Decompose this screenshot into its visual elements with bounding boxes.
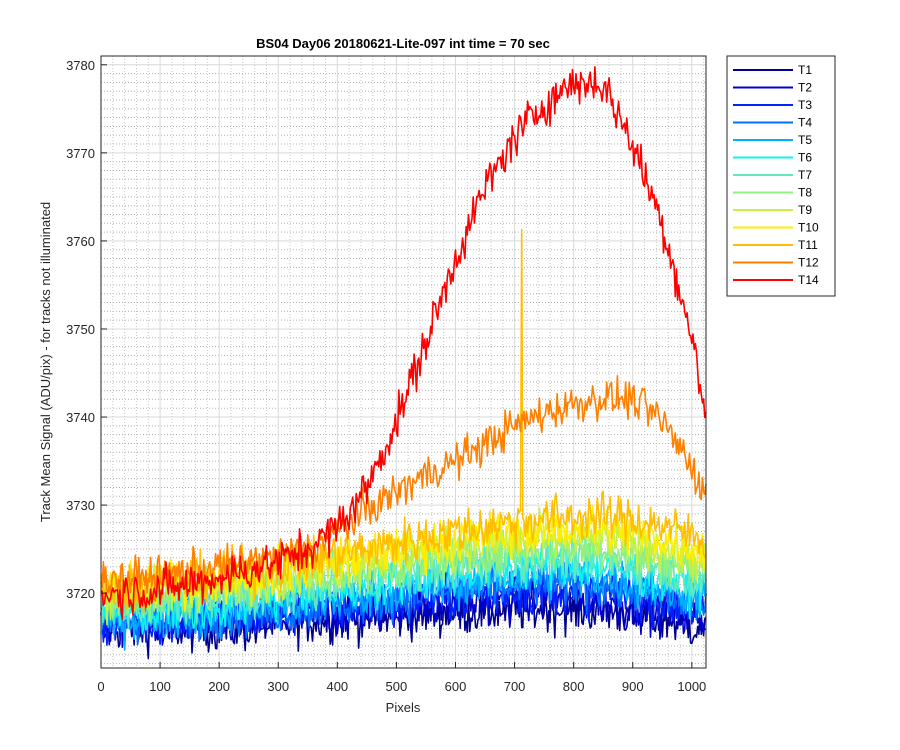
- legend: T1 T2 T3 T4 T5 T6 T7 T8 T9 T10 T11 T12 T14: [726, 55, 836, 297]
- y-tick-label: 3740: [66, 410, 95, 425]
- legend-label-t9: T9: [798, 203, 812, 217]
- x-tick-label: 600: [445, 679, 467, 694]
- x-tick-label: 1000: [677, 679, 706, 694]
- x-tick-label: 400: [326, 679, 348, 694]
- legend-label-t5: T5: [798, 133, 812, 147]
- legend-label-t4: T4: [798, 116, 812, 130]
- x-tick-label: 800: [563, 679, 585, 694]
- series-line-t14: [100, 66, 707, 621]
- legend-label-t7: T7: [798, 168, 812, 182]
- grid-lines: [100, 55, 706, 668]
- y-tick-label: 3760: [66, 234, 95, 249]
- y-axis-label: Track Mean Signal (ADU/pix) - for tracks…: [38, 202, 53, 522]
- legend-label-t14: T14: [798, 273, 819, 287]
- axis-ticks: 0 100 200 300 400 500 600 700 800 900 1000 3720 3730…: [66, 58, 706, 694]
- x-axis-label: Pixels: [386, 700, 421, 715]
- x-tick-label: 200: [208, 679, 230, 694]
- x-tick-label: 700: [504, 679, 526, 694]
- legend-label-t8: T8: [798, 186, 812, 200]
- x-tick-label: 0: [97, 679, 104, 694]
- plot-area-frame: [100, 55, 707, 669]
- series-lines: [100, 66, 707, 660]
- chart-title: BS04 Day06 20180621-Lite-097 int time = …: [256, 36, 550, 51]
- x-tick-label: 300: [267, 679, 289, 694]
- x-tick-label: 500: [386, 679, 408, 694]
- legend-label-t3: T3: [798, 98, 812, 112]
- y-tick-label: 3720: [66, 586, 95, 601]
- x-tick-label: 900: [622, 679, 644, 694]
- y-tick-label: 3750: [66, 322, 95, 337]
- legend-label-t12: T12: [798, 256, 819, 270]
- y-tick-label: 3780: [66, 58, 95, 73]
- legend-label-t6: T6: [798, 151, 812, 165]
- legend-label-t10: T10: [798, 221, 819, 235]
- y-tick-label: 3770: [66, 146, 95, 161]
- legend-label-t1: T1: [798, 63, 812, 77]
- x-tick-label: 100: [149, 679, 171, 694]
- legend-label-t11: T11: [798, 238, 818, 252]
- legend-label-t2: T2: [798, 81, 812, 95]
- y-tick-label: 3730: [66, 498, 95, 513]
